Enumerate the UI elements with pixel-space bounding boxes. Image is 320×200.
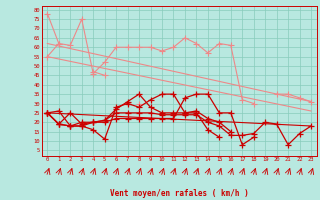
Text: Vent moyen/en rafales ( km/h ): Vent moyen/en rafales ( km/h ) [110, 189, 249, 198]
